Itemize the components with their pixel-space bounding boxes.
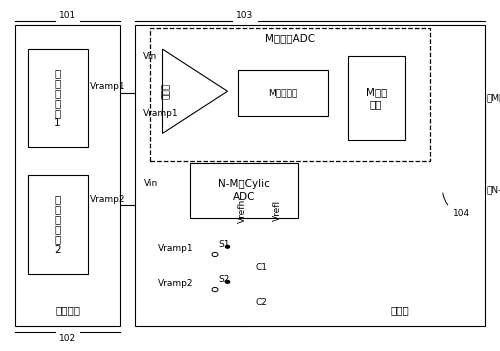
Text: Vramp1: Vramp1: [90, 82, 126, 91]
Text: Vramp1: Vramp1: [142, 108, 178, 118]
Text: 103: 103: [236, 11, 254, 20]
Text: Vrefh: Vrefh: [238, 198, 247, 223]
Bar: [238, 70, 328, 116]
Text: 104: 104: [443, 193, 469, 218]
Polygon shape: [162, 49, 228, 133]
Text: M位寄
存器: M位寄 存器: [366, 87, 387, 109]
Text: 比较器: 比较器: [162, 83, 171, 99]
Text: 低N-M位量化码值: 低N-M位量化码值: [486, 186, 500, 195]
Text: 列电路: 列电路: [390, 306, 409, 316]
Text: 斜
坡
产
生
器
1: 斜 坡 产 生 器 1: [54, 68, 61, 128]
Text: 斜
坡
产
生
器
2: 斜 坡 产 生 器 2: [54, 195, 61, 254]
Text: S2: S2: [218, 275, 230, 284]
Text: C2: C2: [255, 298, 267, 307]
Circle shape: [226, 245, 230, 248]
Text: M位计数器: M位计数器: [268, 88, 297, 98]
Text: S1: S1: [218, 240, 230, 249]
Text: Vramp1: Vramp1: [158, 244, 193, 253]
Bar: [28, 49, 88, 147]
Text: 101: 101: [59, 11, 76, 20]
Text: M位单斜ADC: M位单斜ADC: [265, 34, 315, 44]
Circle shape: [226, 280, 230, 283]
Text: N-M位Cylic
ADC: N-M位Cylic ADC: [218, 179, 270, 201]
Bar: [28, 176, 88, 274]
Bar: [348, 56, 405, 140]
Text: 高M位量化码值: 高M位量化码值: [486, 94, 500, 103]
Bar: [150, 28, 430, 161]
Bar: [135, 25, 485, 326]
Text: 共用电路: 共用电路: [55, 306, 80, 316]
Text: Vramp2: Vramp2: [158, 279, 193, 288]
Text: Vin: Vin: [142, 52, 157, 61]
Text: Vin: Vin: [144, 179, 158, 188]
Text: C1: C1: [255, 264, 267, 272]
Text: Vrefl: Vrefl: [273, 200, 282, 221]
Text: 102: 102: [59, 333, 76, 343]
Text: Vramp2: Vramp2: [90, 194, 126, 204]
Bar: [15, 25, 120, 326]
Bar: [190, 163, 298, 218]
